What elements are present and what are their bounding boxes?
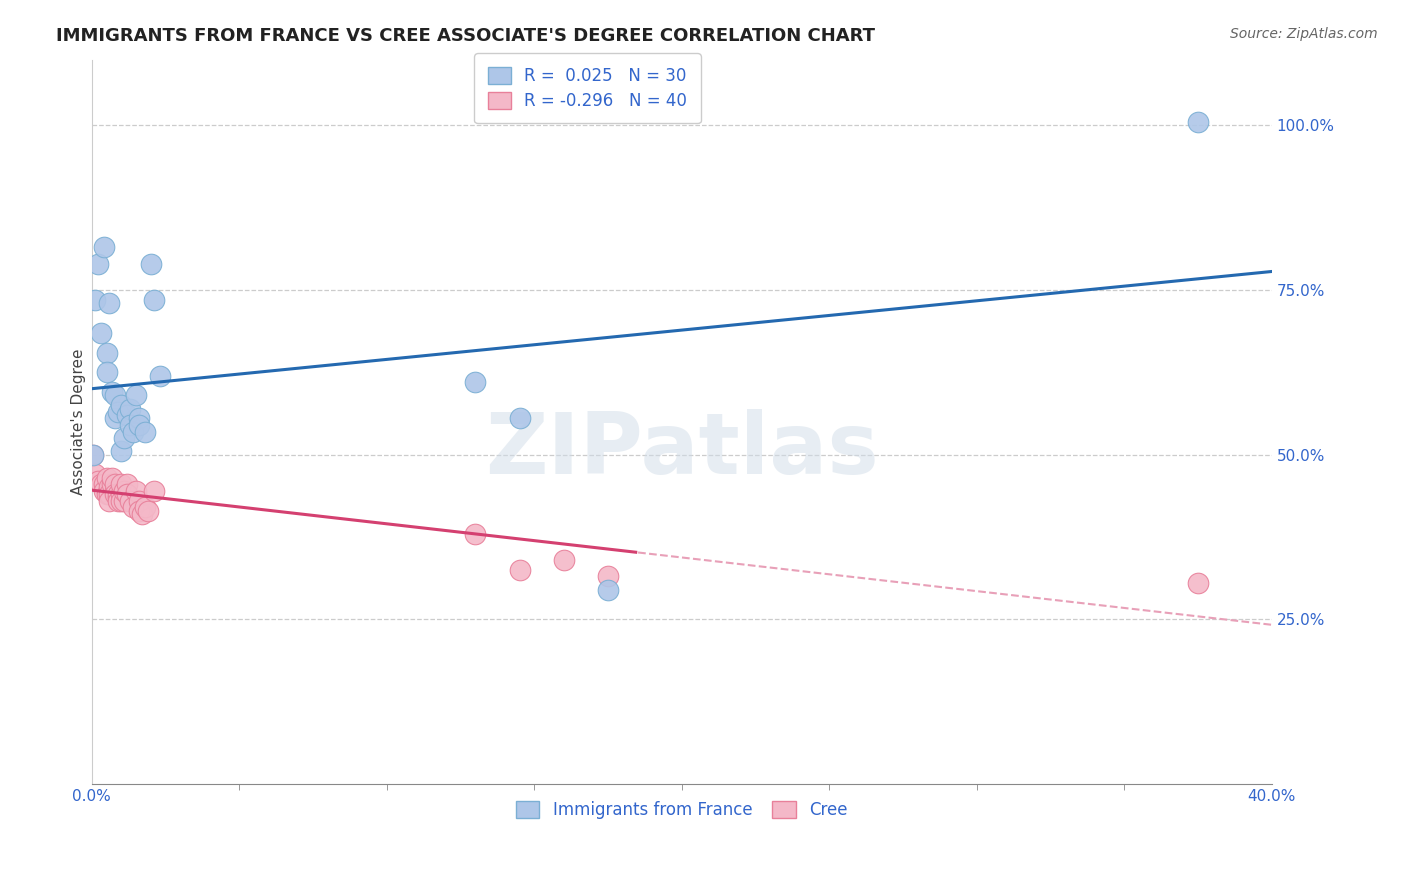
Point — [112, 431, 135, 445]
Point — [122, 500, 145, 515]
Point — [83, 467, 105, 482]
Point — [107, 493, 129, 508]
Point — [136, 503, 159, 517]
Point — [98, 493, 121, 508]
Point — [115, 408, 138, 422]
Point — [596, 582, 619, 597]
Point — [115, 487, 138, 501]
Point — [107, 491, 129, 505]
Point — [131, 507, 153, 521]
Point — [509, 411, 531, 425]
Point — [101, 385, 124, 400]
Point — [98, 487, 121, 501]
Point — [509, 563, 531, 577]
Point — [101, 470, 124, 484]
Point — [553, 553, 575, 567]
Point — [120, 493, 142, 508]
Point — [86, 257, 108, 271]
Point — [96, 470, 118, 484]
Point — [110, 444, 132, 458]
Point — [96, 365, 118, 379]
Point — [93, 483, 115, 498]
Point — [142, 293, 165, 307]
Point — [149, 368, 172, 383]
Point — [96, 345, 118, 359]
Point — [93, 240, 115, 254]
Point — [125, 388, 148, 402]
Point — [120, 401, 142, 416]
Text: IMMIGRANTS FROM FRANCE VS CREE ASSOCIATE'S DEGREE CORRELATION CHART: IMMIGRANTS FROM FRANCE VS CREE ASSOCIATE… — [56, 27, 876, 45]
Text: ZIPatlas: ZIPatlas — [485, 409, 879, 492]
Point — [134, 500, 156, 515]
Point — [128, 411, 150, 425]
Point — [112, 483, 135, 498]
Point — [134, 425, 156, 439]
Point — [90, 326, 112, 340]
Point — [104, 388, 127, 402]
Point — [120, 417, 142, 432]
Point — [128, 493, 150, 508]
Point — [464, 375, 486, 389]
Point — [110, 398, 132, 412]
Point — [101, 477, 124, 491]
Point — [596, 569, 619, 583]
Text: Source: ZipAtlas.com: Source: ZipAtlas.com — [1230, 27, 1378, 41]
Point — [104, 487, 127, 501]
Point — [82, 448, 104, 462]
Point — [83, 293, 105, 307]
Point — [98, 481, 121, 495]
Point — [90, 477, 112, 491]
Point — [107, 405, 129, 419]
Point — [139, 257, 162, 271]
Point — [122, 425, 145, 439]
Point — [125, 483, 148, 498]
Point — [1187, 115, 1209, 129]
Point — [110, 477, 132, 491]
Point — [464, 526, 486, 541]
Point — [1187, 576, 1209, 591]
Point — [110, 487, 132, 501]
Point — [107, 487, 129, 501]
Point — [128, 417, 150, 432]
Point — [98, 296, 121, 310]
Point — [82, 448, 104, 462]
Point — [104, 483, 127, 498]
Point — [128, 503, 150, 517]
Point — [104, 411, 127, 425]
Point — [93, 477, 115, 491]
Point — [142, 483, 165, 498]
Point — [115, 477, 138, 491]
Point — [110, 493, 132, 508]
Y-axis label: Associate's Degree: Associate's Degree — [72, 349, 86, 495]
Point — [112, 493, 135, 508]
Legend: Immigrants from France, Cree: Immigrants from France, Cree — [509, 795, 855, 826]
Point — [96, 487, 118, 501]
Point — [86, 474, 108, 488]
Point — [104, 477, 127, 491]
